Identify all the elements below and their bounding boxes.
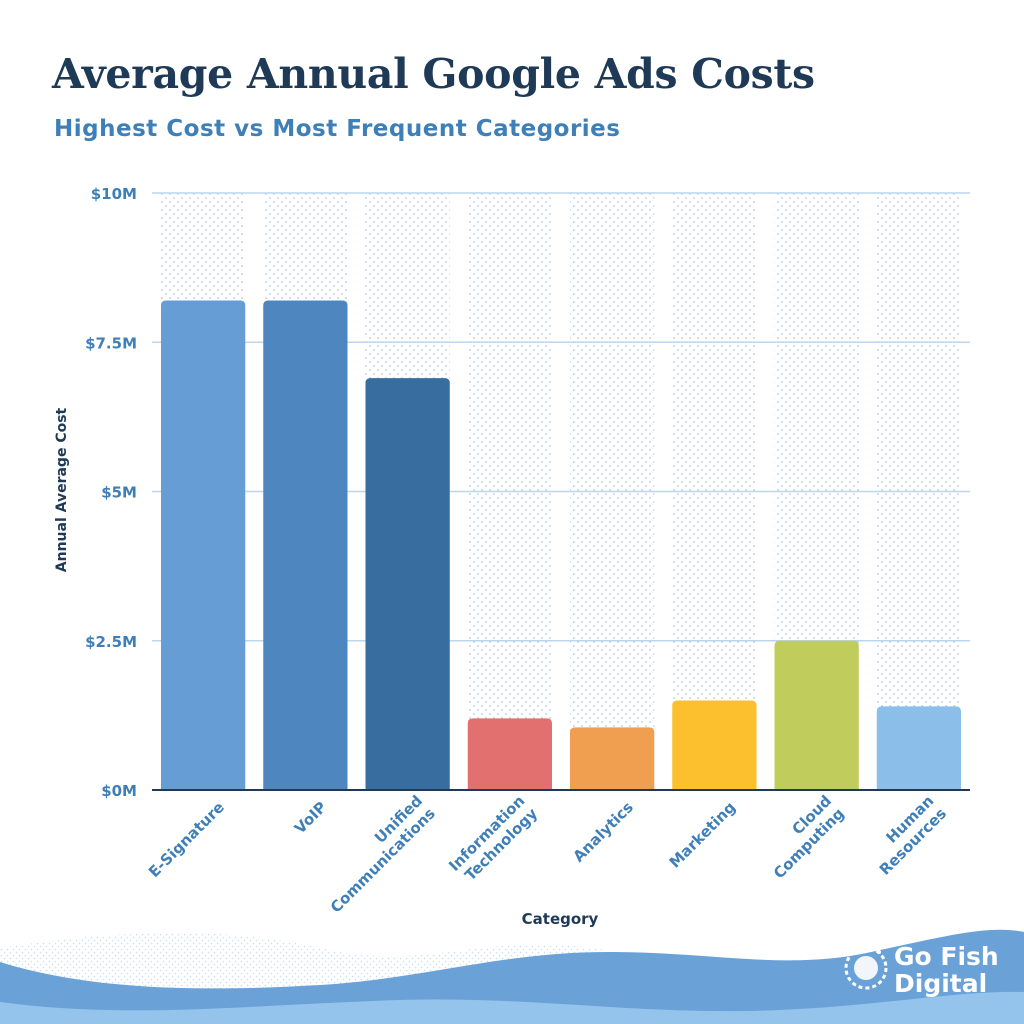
chart-subtitle: Highest Cost vs Most Frequent Categories	[54, 116, 621, 142]
y-tick-label: $0M	[101, 782, 137, 800]
x-axis-title: Category	[522, 910, 599, 928]
brand-name-line1: Go Fish	[894, 942, 999, 971]
y-tick-label: $5M	[101, 484, 137, 502]
decorative-wave	[0, 929, 1024, 1024]
x-tick-label: VoIP	[291, 798, 330, 837]
bar	[672, 700, 757, 790]
brand-name: Go Fish Digital	[894, 943, 999, 997]
bar	[263, 300, 348, 790]
x-tick-label: E-Signature	[145, 798, 228, 881]
chart-title: Average Annual Google Ads Costs	[52, 50, 815, 98]
x-tick-label: Marketing	[666, 798, 739, 871]
bar	[774, 640, 859, 790]
x-tick-label: InformationTechnology	[445, 792, 541, 888]
bar	[570, 727, 655, 790]
y-tick-label: $2.5M	[85, 633, 137, 651]
y-tick-label: $7.5M	[85, 334, 137, 352]
brand-name-line2: Digital	[894, 969, 988, 998]
fish-logo-icon	[844, 944, 888, 990]
y-axis-title: Annual Average Cost	[54, 407, 70, 572]
x-tick-label: UnifiedCommunications	[314, 792, 439, 917]
brand-logo: Go Fish Digital	[842, 934, 1022, 1004]
x-tick-label: CloudComputing	[757, 792, 848, 883]
x-tick-label: HumanResources	[863, 792, 950, 879]
bar	[467, 718, 552, 790]
bar	[161, 300, 246, 790]
y-tick-label: $10M	[91, 185, 137, 203]
bar	[365, 378, 450, 790]
bar	[876, 706, 961, 790]
x-tick-label: Analytics	[569, 798, 637, 866]
